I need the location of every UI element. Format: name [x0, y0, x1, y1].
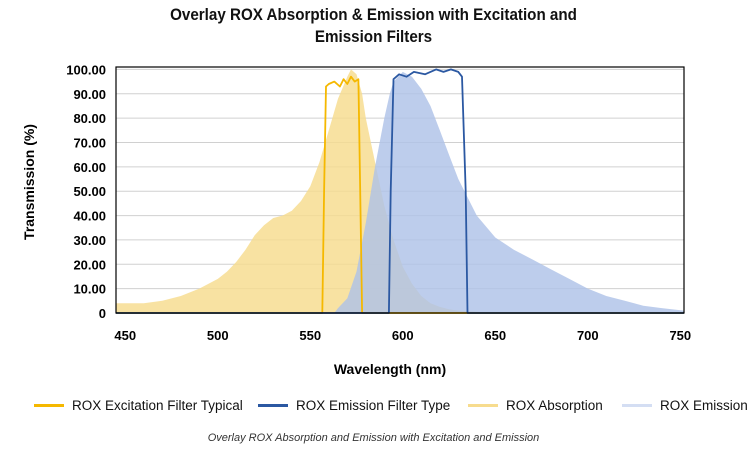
x-tick-label: 450 — [114, 328, 136, 343]
series-rox-absorption — [116, 69, 496, 314]
line-series — [116, 68, 684, 314]
series-rox-emission-filter-type — [116, 68, 684, 314]
x-tick-label: 600 — [392, 328, 414, 343]
area-series — [116, 69, 684, 314]
y-tick-label: 20.00 — [73, 257, 106, 272]
y-tick-label: 40.00 — [73, 209, 106, 224]
chart-title-line-2: Emission Filters — [314, 28, 433, 46]
legend-swatch-excitation-filter — [34, 404, 64, 407]
x-axis-label: Wavelength (nm) — [334, 361, 446, 377]
chart-area: 0 10.00 20.00 30.00 40.00 50.00 60.00 70.00 80.0… — [21, 62, 691, 377]
chart-title-line-1: Overlay ROX Absorption & Emission with E… — [170, 6, 577, 24]
legend-label-emission-filter: ROX Emission Filter Type — [296, 398, 451, 413]
x-tick-label: 650 — [484, 328, 506, 343]
series-rox-excitation-filter-typical — [116, 75, 684, 314]
legend: ROX Excitation Filter Typical ROX Emissi… — [0, 398, 747, 420]
y-tick-label: 0 — [99, 306, 106, 321]
y-tick-label: 70.00 — [73, 136, 106, 151]
legend-label-excitation-filter: ROX Excitation Filter Typical — [72, 398, 243, 413]
x-tick-label: 500 — [207, 328, 229, 343]
x-tick-label: 700 — [577, 328, 599, 343]
x-tick-label: 550 — [299, 328, 321, 343]
legend-item-excitation-filter: ROX Excitation Filter Typical — [34, 398, 243, 413]
series-rox-emission — [334, 71, 684, 314]
legend-swatch-absorption — [468, 404, 498, 407]
y-tick-label: 60.00 — [73, 160, 106, 175]
y-tick-label: 100.00 — [66, 62, 106, 77]
legend-item-emission: ROX Emission — [622, 398, 747, 413]
plot-frame — [115, 66, 685, 314]
legend-item-absorption: ROX Absorption — [468, 398, 603, 413]
y-tick-label: 90.00 — [73, 87, 106, 102]
y-tick-label: 80.00 — [73, 111, 106, 126]
y-axis-label: Transmission (%) — [21, 124, 37, 240]
legend-swatch-emission-filter — [258, 404, 288, 407]
x-tick-label: 750 — [669, 328, 691, 343]
axis-ticks: 0 10.00 20.00 30.00 40.00 50.00 60.00 70.00 80.0… — [66, 62, 691, 343]
chart-title: Overlay ROX Absorption & Emission with E… — [30, 4, 717, 48]
y-tick-label: 10.00 — [73, 282, 106, 297]
figure-caption: Overlay ROX Absorption and Emission with… — [207, 432, 540, 444]
legend-label-emission: ROX Emission — [660, 398, 747, 413]
legend-swatch-emission — [622, 404, 652, 407]
legend-item-emission-filter: ROX Emission Filter Type — [258, 398, 450, 413]
y-tick-label: 50.00 — [73, 184, 106, 199]
legend-label-absorption: ROX Absorption — [506, 398, 603, 413]
y-tick-label: 30.00 — [73, 233, 106, 248]
